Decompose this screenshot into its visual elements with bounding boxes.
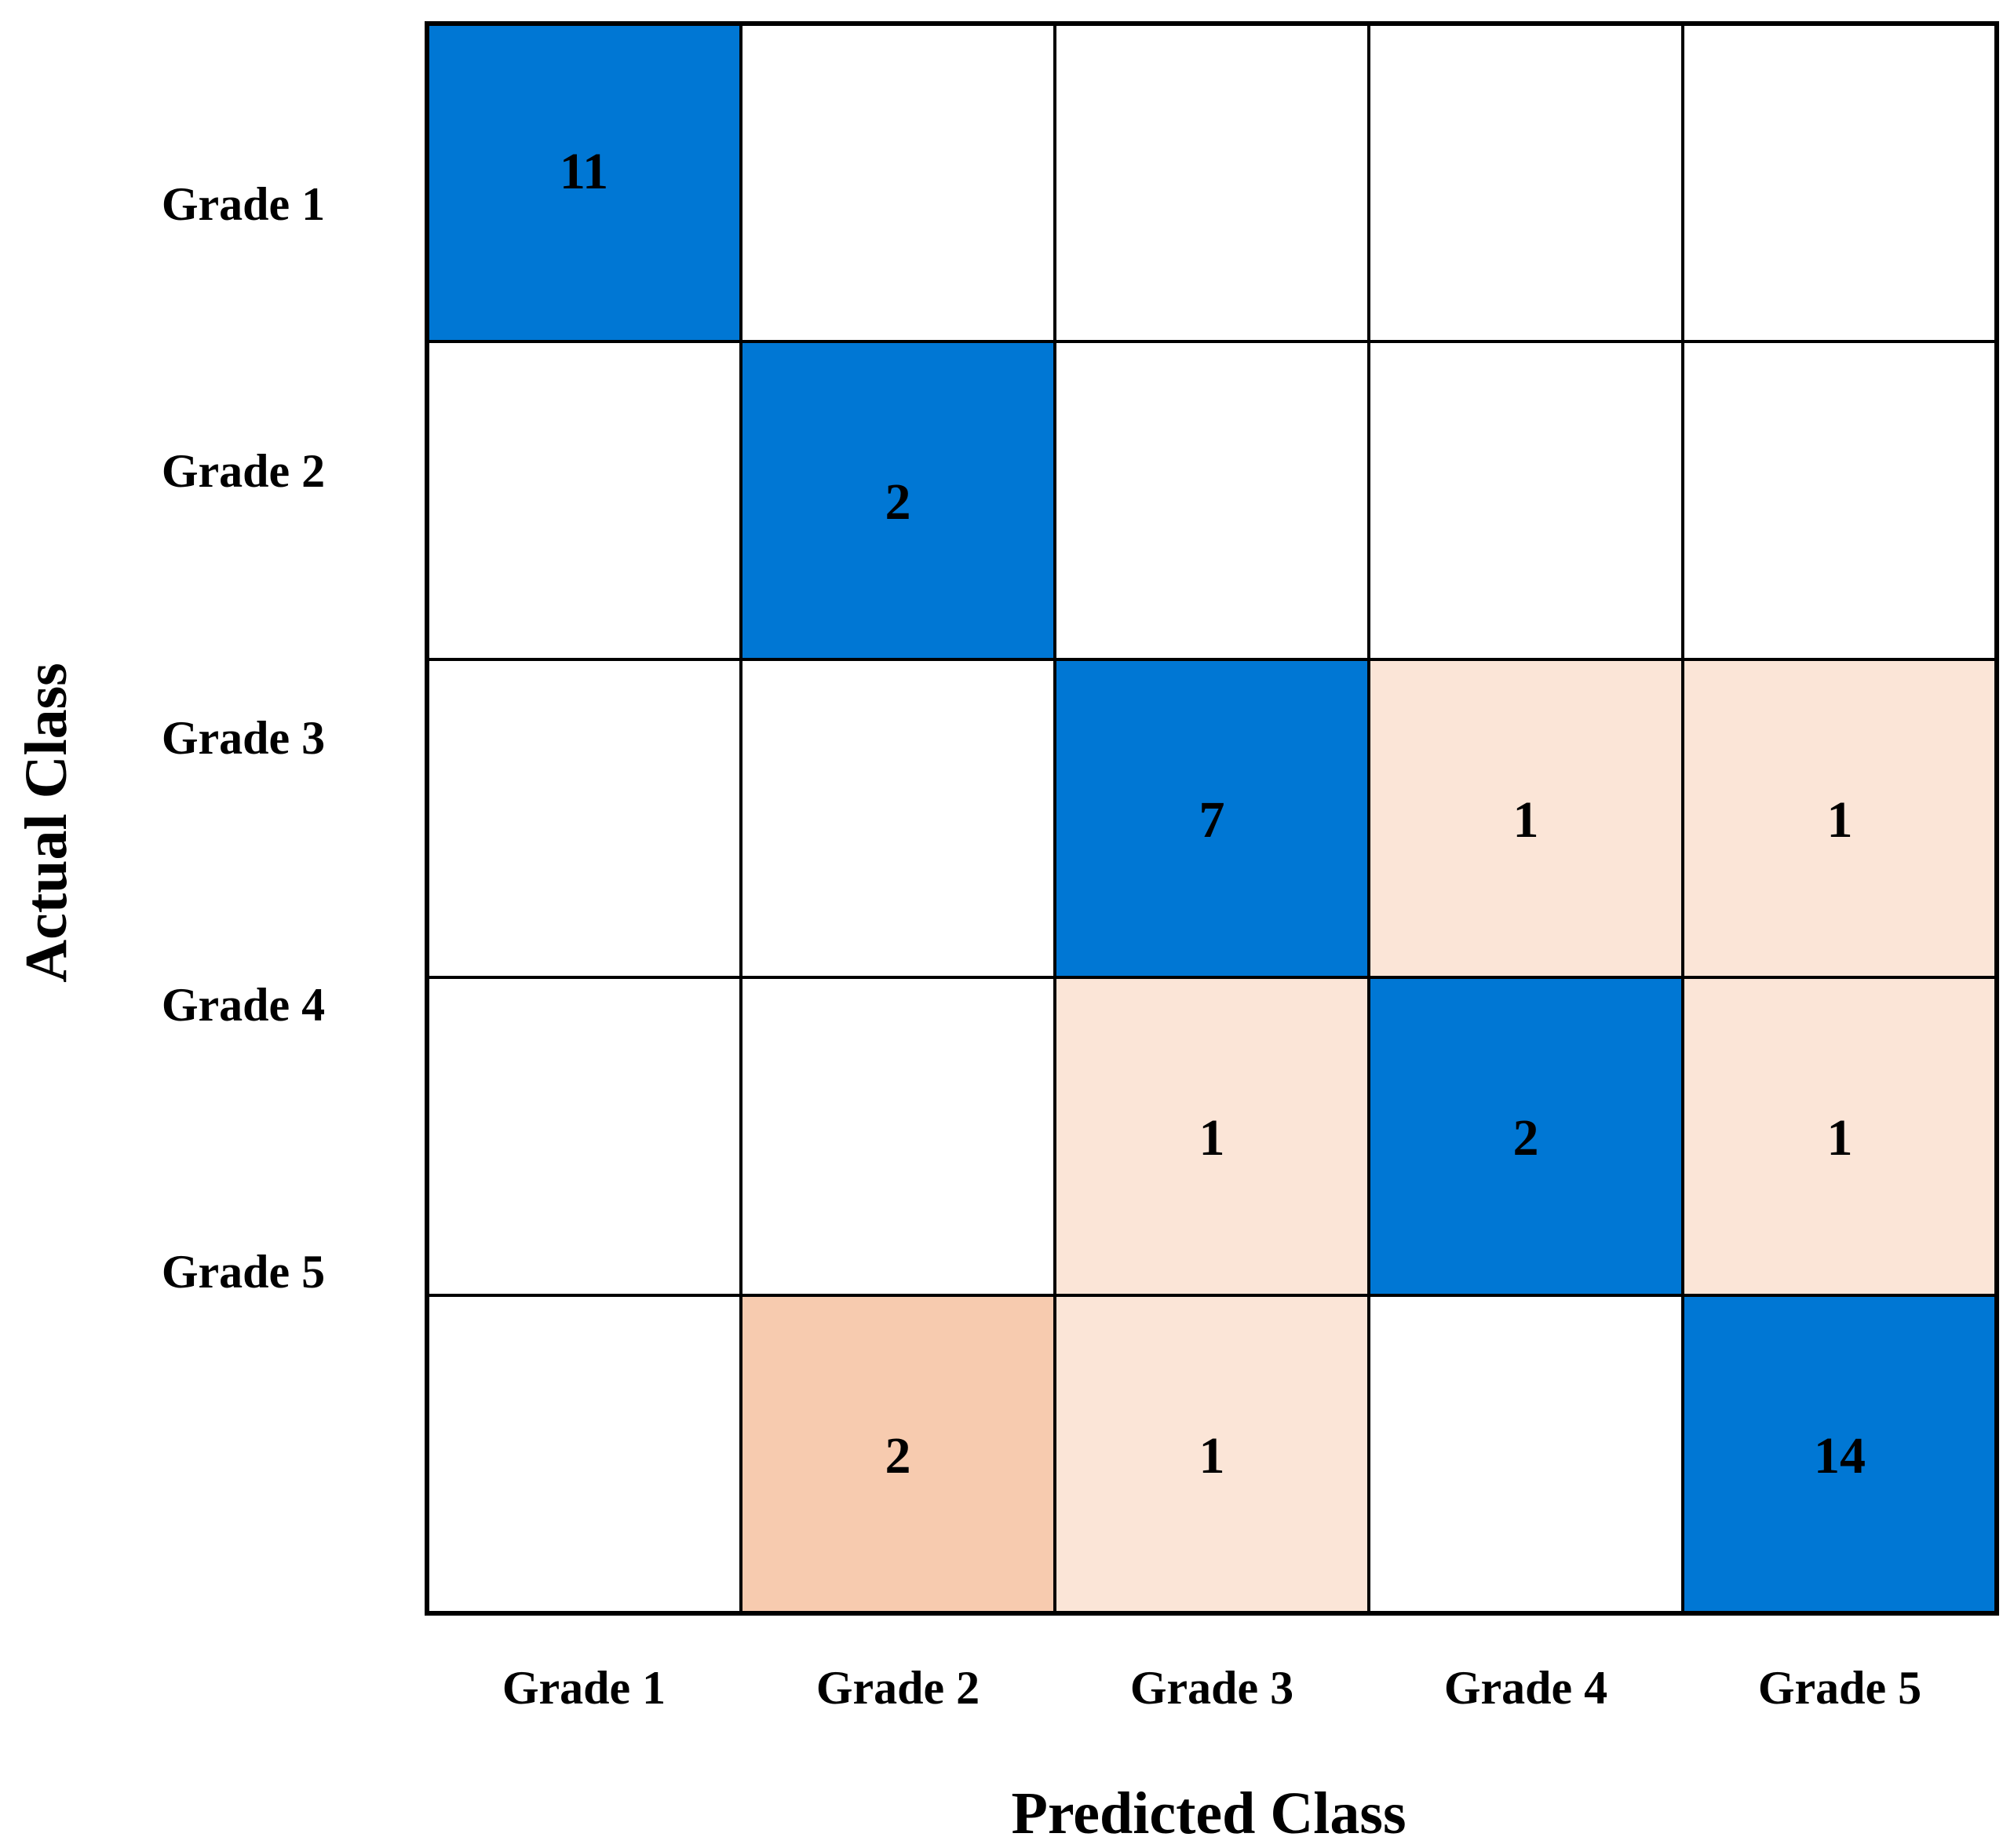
matrix-cell	[1683, 24, 1997, 341]
matrix-cell	[1683, 659, 1997, 977]
y-tick-label: Grade 1	[162, 178, 325, 230]
y-axis-label: Actual Class	[13, 663, 79, 982]
x-tick-label: Grade 3	[1130, 1662, 1293, 1714]
matrix-cell	[1683, 1295, 1997, 1613]
cell-value-label: 7	[1199, 791, 1225, 849]
x-tick-label: Grade 5	[1758, 1662, 1921, 1714]
matrix-cell	[1683, 341, 1997, 659]
cell-value-label: 14	[1814, 1427, 1866, 1485]
matrix-cell	[741, 341, 1055, 659]
matrix-cell	[1369, 1295, 1683, 1613]
cell-value-label: 2	[885, 1427, 911, 1485]
matrix-cell	[427, 24, 741, 341]
cell-value-label: 1	[1199, 1427, 1225, 1485]
matrix-cell	[741, 1295, 1055, 1613]
matrix-cell	[1055, 24, 1369, 341]
y-tick-label: Grade 3	[162, 712, 325, 764]
matrix-cell	[741, 24, 1055, 341]
cell-value-label: 1	[1827, 791, 1853, 849]
y-tick-label: Grade 5	[162, 1246, 325, 1298]
matrix-grid-lines	[427, 24, 1997, 1613]
cell-value-label: 11	[560, 143, 608, 200]
cell-value-label: 1	[1513, 791, 1539, 849]
cell-value-label: 2	[1513, 1109, 1539, 1167]
y-tick-labels: Grade 1 Grade 2 Grade 3 Grade 4 Grade 5	[162, 178, 325, 1298]
matrix-cells	[427, 24, 1997, 1613]
matrix-cell	[1055, 977, 1369, 1295]
cell-value-label: 1	[1199, 1109, 1225, 1167]
matrix-cell	[1369, 341, 1683, 659]
cell-value-label: 1	[1827, 1109, 1853, 1167]
x-tick-labels: Grade 1 Grade 2 Grade 3 Grade 4 Grade 5	[502, 1662, 1921, 1714]
matrix-cell	[1055, 1295, 1369, 1613]
matrix-cell	[741, 659, 1055, 977]
matrix-cell	[427, 977, 741, 1295]
matrix-cell	[1369, 659, 1683, 977]
matrix-cell	[1369, 24, 1683, 341]
y-tick-label: Grade 2	[162, 445, 325, 497]
matrix-cell	[1683, 977, 1997, 1295]
x-tick-label: Grade 4	[1444, 1662, 1607, 1714]
y-tick-label: Grade 4	[162, 979, 325, 1031]
matrix-cell	[427, 659, 741, 977]
matrix-cell	[1369, 977, 1683, 1295]
matrix-frame	[425, 21, 1999, 1616]
matrix-cell	[741, 977, 1055, 1295]
matrix-cell	[427, 1295, 741, 1613]
cell-value-label: 2	[885, 473, 911, 531]
matrix-cell	[1055, 341, 1369, 659]
x-axis-label: Predicted Class	[1011, 1780, 1406, 1846]
x-tick-label: Grade 1	[502, 1662, 666, 1714]
x-tick-label: Grade 2	[816, 1662, 980, 1714]
matrix-cell	[427, 341, 741, 659]
matrix-cell	[1055, 659, 1369, 977]
